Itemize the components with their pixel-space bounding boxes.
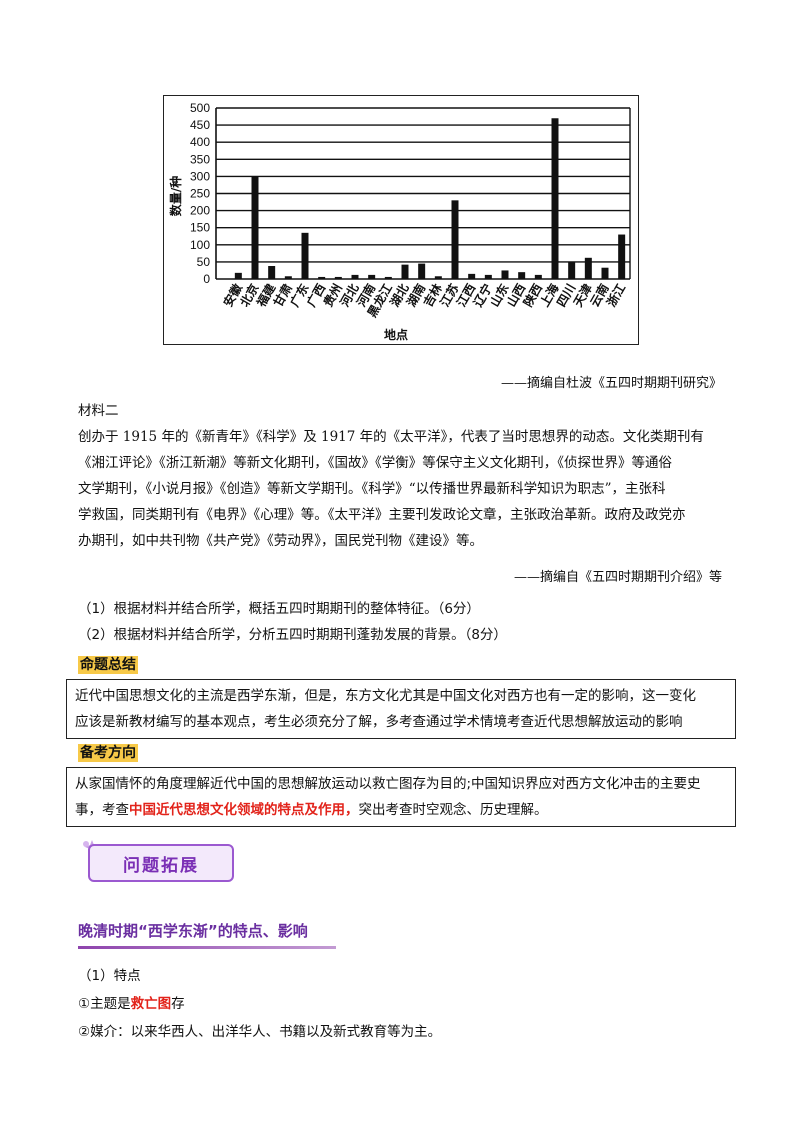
banner-label: 问题拓展 <box>88 844 234 882</box>
bar <box>518 272 526 279</box>
source-citation-1: ——摘编自杜波《五四时期期刊研究》 <box>500 376 722 391</box>
bar <box>251 176 259 279</box>
bar <box>451 200 459 279</box>
bar <box>334 276 342 279</box>
y-axis-label: 数量/种 <box>168 176 183 216</box>
bar <box>601 267 609 279</box>
feature-item-2: ②媒介：以来华西人、出洋华人、书籍以及新式教育等为主。 <box>78 1024 442 1040</box>
section-banner: 问题拓展 <box>78 838 238 886</box>
direction-box: 从家国情怀的角度理解近代中国的思想解放运动以救亡图存为目的;中国知识界应对西方文… <box>66 767 736 827</box>
y-tick-label: 50 <box>197 255 211 269</box>
features-heading: （1）特点 <box>78 968 141 984</box>
bar <box>368 274 376 279</box>
bar <box>284 276 292 279</box>
material2-line: 《湘江评论》《浙江新潮》等新文化期刊，《国故》《学衡》等保守主义文化期刊，《侦探… <box>78 455 672 471</box>
bar <box>318 276 326 279</box>
bar <box>384 276 392 279</box>
bar-chart: 050100150200250300350400450500数量/种安徽北京福建… <box>168 101 631 342</box>
summary-line: 应该是新教材编写的基本观点，考生必须充分了解，多考查通过学术情境考查近代思想解放… <box>75 714 683 730</box>
section-underline <box>78 946 336 949</box>
y-tick-label: 450 <box>190 118 210 132</box>
summary-box: 近代中国思想文化的主流是西学东渐，但是，东方文化尤其是中国文化对西方也有一定的影… <box>66 679 736 739</box>
highlight-text: 救亡图 <box>130 996 172 1012</box>
bar <box>401 264 409 279</box>
y-tick-label: 300 <box>190 169 210 183</box>
summary-line: 近代中国思想文化的主流是西学东渐，但是，东方文化尤其是中国文化对西方也有一定的影… <box>75 688 696 704</box>
direction-line: 事，考查中国近代思想文化领域的特点及作用，突出考查时空观念、历史理解。 <box>75 802 548 818</box>
x-axis-label: 地点 <box>384 327 408 342</box>
bar <box>484 274 492 279</box>
y-tick-label: 0 <box>203 272 210 286</box>
material2-line: 文学期刊，《小说月报》《创造》等新文学期刊。《科学》“以传播世界最新科学知识为职… <box>78 481 666 497</box>
bar <box>568 261 576 279</box>
bar <box>501 270 509 279</box>
y-tick-label: 100 <box>190 238 210 252</box>
direction-line: 从家国情怀的角度理解近代中国的思想解放运动以救亡图存为目的;中国知识界应对西方文… <box>75 776 701 792</box>
direction-heading: 备考方向 <box>78 744 138 762</box>
material2-title: 材料二 <box>78 403 119 419</box>
bar <box>468 273 476 279</box>
section-title: 晚清时期“西学东渐”的特点、影响 <box>78 922 308 940</box>
y-tick-label: 350 <box>190 152 210 166</box>
material2-line: 创办于 1915 年的《新青年》《科学》及 1917 年的《太平洋》，代表了当时… <box>78 429 704 445</box>
y-tick-label: 400 <box>190 135 210 149</box>
question-2: （2）根据材料并结合所学，分析五四时期期刊蓬勃发展的背景。（8分） <box>78 627 507 643</box>
y-tick-label: 200 <box>190 204 210 218</box>
bar <box>434 276 442 279</box>
question-1: （1）根据材料并结合所学，概括五四时期期刊的整体特征。（6分） <box>78 601 480 617</box>
source-citation-2: ——摘编自《五四时期期刊介绍》等 <box>513 570 722 585</box>
bar <box>234 272 242 279</box>
y-tick-label: 500 <box>190 101 210 115</box>
bar <box>618 234 626 279</box>
bar <box>351 274 359 279</box>
bar <box>268 266 276 279</box>
bar <box>418 263 426 279</box>
bar <box>551 118 559 279</box>
material2-body: 创办于 1915 年的《新青年》《科学》及 1917 年的《太平洋》，代表了当时… <box>78 424 738 554</box>
material2-line: 办期刊，如中共刊物《共产党》《劳动界》，国民党刊物《建设》等。 <box>78 533 483 549</box>
summary-heading: 命题总结 <box>78 656 138 674</box>
feature-item-1: ①主题是救亡图存 <box>78 996 185 1012</box>
material2-line: 学救国，同类期刊有《电界》《心理》等。《太平洋》主要刊发政论文章，主张政治革新。… <box>78 507 686 523</box>
bar-chart-frame: 0 50 100 150 200 250 300 350 400 450 500 数量/种 安徽 北京 福建… <box>163 95 639 345</box>
highlight-text: 中国近代思想文化领域的特点及作用， <box>129 802 359 818</box>
features-list: （1）特点 ①主题是救亡图存 ②媒介：以来华西人、出洋华人、书籍以及新式教育等为… <box>78 962 441 1046</box>
question-list: （1）根据材料并结合所学，概括五四时期期刊的整体特征。（6分） （2）根据材料并… <box>78 596 507 648</box>
y-tick-label: 250 <box>190 187 210 201</box>
bar <box>584 257 592 279</box>
bar <box>534 274 542 279</box>
y-tick-label: 150 <box>190 221 210 235</box>
bar <box>301 232 309 279</box>
